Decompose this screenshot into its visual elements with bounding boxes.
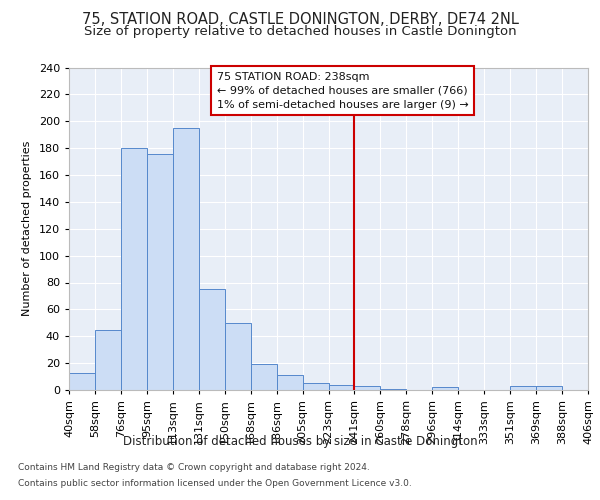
Text: 75, STATION ROAD, CASTLE DONINGTON, DERBY, DE74 2NL: 75, STATION ROAD, CASTLE DONINGTON, DERB… [82, 12, 518, 28]
Text: Contains public sector information licensed under the Open Government Licence v3: Contains public sector information licen… [18, 478, 412, 488]
Bar [380, 388, 406, 390]
Bar [510, 386, 536, 390]
Bar [329, 384, 355, 390]
Text: Contains HM Land Registry data © Crown copyright and database right 2024.: Contains HM Land Registry data © Crown c… [18, 464, 370, 472]
Bar [121, 148, 147, 390]
Bar [199, 289, 224, 390]
Text: Distribution of detached houses by size in Castle Donington: Distribution of detached houses by size … [122, 435, 478, 448]
Bar [433, 388, 458, 390]
Bar [147, 154, 173, 390]
Text: 75 STATION ROAD: 238sqm
← 99% of detached houses are smaller (766)
1% of semi-de: 75 STATION ROAD: 238sqm ← 99% of detache… [217, 72, 469, 110]
Bar [277, 375, 302, 390]
Bar [225, 323, 251, 390]
Bar [536, 386, 562, 390]
Bar [95, 330, 121, 390]
Bar [302, 384, 329, 390]
Text: Size of property relative to detached houses in Castle Donington: Size of property relative to detached ho… [83, 25, 517, 38]
Y-axis label: Number of detached properties: Number of detached properties [22, 141, 32, 316]
Bar [355, 386, 380, 390]
Bar [69, 372, 95, 390]
Bar [251, 364, 277, 390]
Bar [173, 128, 199, 390]
